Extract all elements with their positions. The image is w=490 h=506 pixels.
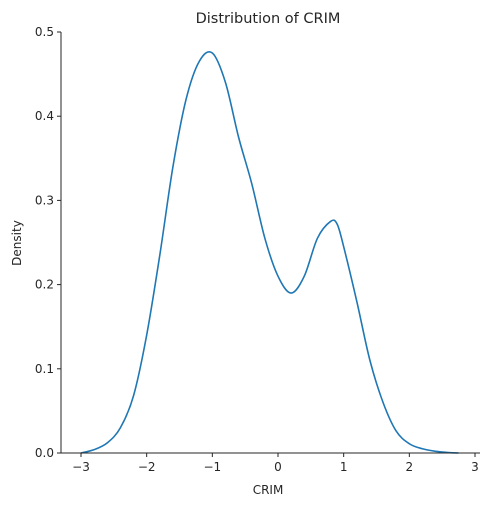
y-ticks: 0.0 0.1 0.2 0.3 0.4 0.5 <box>35 25 61 460</box>
x-tick-label: 3 <box>471 460 479 474</box>
x-ticks: −3 −2 −1 0 1 2 3 <box>72 453 479 474</box>
x-tick-label: −2 <box>138 460 156 474</box>
x-tick-label: −1 <box>203 460 221 474</box>
y-tick-label: 0.3 <box>35 193 54 207</box>
x-tick-label: −3 <box>72 460 90 474</box>
plot-area <box>80 51 459 454</box>
x-axis-label: CRIM <box>253 483 284 497</box>
x-tick-label: 0 <box>274 460 282 474</box>
x-tick-label: 2 <box>406 460 414 474</box>
y-tick-label: 0.4 <box>35 109 54 123</box>
chart-title: Distribution of CRIM <box>196 11 341 27</box>
density-line <box>80 51 459 454</box>
y-tick-label: 0.2 <box>35 278 54 292</box>
y-tick-label: 0.1 <box>35 362 54 376</box>
y-tick-label: 0.0 <box>35 446 54 460</box>
y-axis-label: Density <box>10 220 24 266</box>
y-tick-label: 0.5 <box>35 25 54 39</box>
x-tick-label: 1 <box>340 460 348 474</box>
